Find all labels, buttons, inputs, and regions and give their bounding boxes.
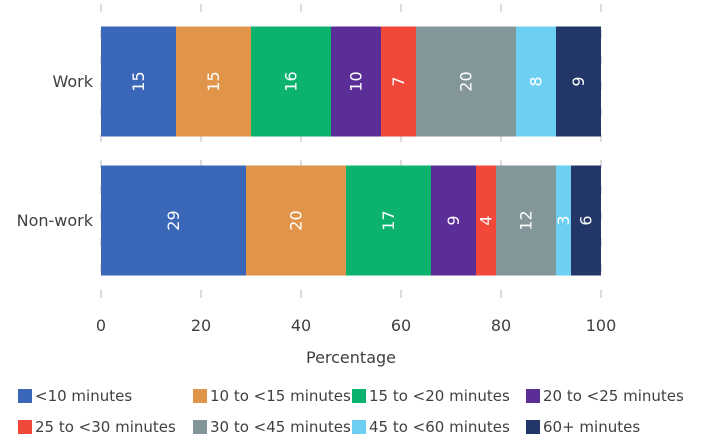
data-label: 10 [347, 71, 366, 91]
data-label: 12 [517, 210, 536, 230]
category-label: Non-work [17, 211, 94, 230]
bar-segment [381, 26, 416, 137]
legend-swatch [352, 389, 366, 403]
legend-swatch [193, 420, 207, 434]
data-label: 15 [204, 71, 223, 91]
x-tick-labels: 0 20 40 60 80 100 [96, 316, 616, 335]
bar-segment [556, 26, 601, 137]
legend-label: 10 to <15 minutes [210, 387, 351, 405]
data-label: 20 [457, 71, 476, 91]
legend-label: 30 to <45 minutes [210, 418, 351, 436]
data-label: 15 [129, 71, 148, 91]
bar-segment [516, 26, 556, 137]
legend-label: 45 to <60 minutes [369, 418, 510, 436]
bar-segment [346, 165, 431, 276]
category-labels: Work Non-work [17, 72, 94, 230]
x-tick-label: 40 [291, 316, 311, 335]
legend-swatch [352, 420, 366, 434]
legend-label: 20 to <25 minutes [543, 387, 684, 405]
bars: 15 15 16 10 7 20 8 9 29 20 17 9 4 12 3 6 [101, 26, 601, 276]
data-label: 20 [287, 210, 306, 230]
x-tick-label: 100 [586, 316, 617, 335]
data-label: 3 [554, 215, 573, 225]
data-label: 6 [577, 215, 596, 225]
bar-segment [496, 165, 556, 276]
bar-segment [251, 26, 331, 137]
data-label: 4 [477, 215, 496, 225]
bar-segment [101, 26, 176, 137]
legend-swatch [193, 389, 207, 403]
bar-segment [416, 26, 516, 137]
bar-segment [246, 165, 346, 276]
bar-segment [476, 165, 496, 276]
bar-segment [556, 165, 571, 276]
x-tick-label: 60 [391, 316, 411, 335]
x-axis-title: Percentage [306, 348, 396, 367]
legend-label: <10 minutes [35, 387, 132, 405]
legend-swatch [526, 420, 540, 434]
category-label: Work [52, 72, 93, 91]
bar-segment [176, 26, 251, 137]
bar-segment [571, 165, 601, 276]
data-label: 16 [282, 71, 301, 91]
legend-label: 25 to <30 minutes [35, 418, 176, 436]
legend-swatch [526, 389, 540, 403]
bar-segment [101, 165, 246, 276]
x-tick-label: 0 [96, 316, 106, 335]
bar-segment [331, 26, 381, 137]
data-label: 17 [379, 210, 398, 230]
legend: <10 minutes 10 to <15 minutes 15 to <20 mi… [18, 387, 684, 436]
data-label: 7 [389, 76, 408, 86]
x-tick-label: 80 [491, 316, 511, 335]
legend-label: 15 to <20 minutes [369, 387, 510, 405]
legend-label: 60+ minutes [543, 418, 640, 436]
legend-swatch [18, 389, 32, 403]
legend-swatch [18, 420, 32, 434]
data-label: 8 [527, 76, 546, 86]
data-label: 9 [444, 215, 463, 225]
x-tick-label: 20 [191, 316, 211, 335]
bar-segment [431, 165, 476, 276]
data-label: 29 [164, 210, 183, 230]
data-label: 9 [569, 76, 588, 86]
